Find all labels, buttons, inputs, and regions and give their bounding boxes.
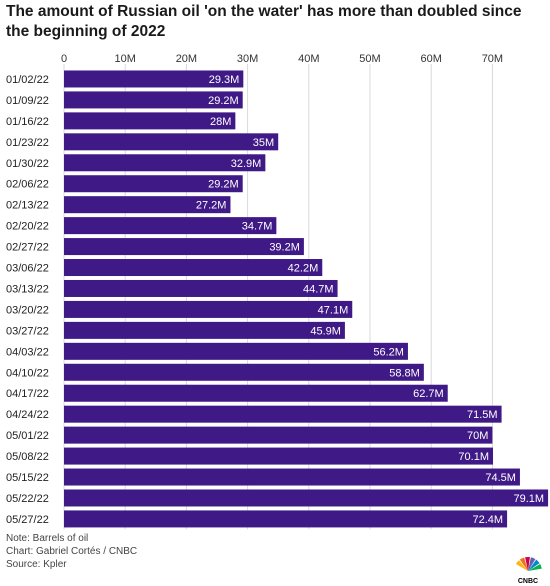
category-label: 05/15/22	[6, 472, 49, 484]
value-label: 42.2M	[288, 263, 319, 275]
x-tick-label: 60M	[420, 53, 441, 65]
bar	[64, 447, 494, 465]
category-label: 02/06/22	[6, 179, 49, 191]
category-label: 01/23/22	[6, 137, 49, 149]
bar	[64, 384, 448, 402]
x-tick-label: 10M	[114, 53, 135, 65]
value-label: 27.2M	[196, 200, 227, 212]
bar	[64, 489, 549, 507]
bar	[64, 238, 304, 256]
value-label: 58.8M	[389, 367, 420, 379]
value-label: 34.7M	[242, 221, 273, 233]
value-label: 70M	[467, 430, 488, 442]
note-text: Note: Barrels of oil	[6, 533, 89, 544]
bar	[64, 217, 277, 235]
bar	[64, 154, 266, 172]
category-label: 04/17/22	[6, 388, 49, 400]
value-label: 29.2M	[208, 95, 239, 107]
value-label: 35M	[253, 137, 274, 149]
category-label: 01/02/22	[6, 74, 49, 86]
value-label: 79.1M	[514, 493, 545, 505]
value-label: 71.5M	[467, 409, 498, 421]
bar	[64, 468, 520, 486]
x-tick-label: 30M	[237, 53, 258, 65]
x-tick-label: 20M	[176, 53, 197, 65]
value-label: 32.9M	[231, 158, 262, 170]
bar	[64, 321, 345, 339]
bar	[64, 70, 244, 88]
category-label: 01/16/22	[6, 116, 49, 128]
category-label: 03/06/22	[6, 263, 49, 275]
source-text: Source: Kpler	[6, 559, 67, 570]
cnbc-peacock-icon	[515, 557, 542, 571]
logo-text: CNBC	[518, 578, 538, 585]
value-label: 72.4M	[473, 514, 504, 526]
peacock-feather	[528, 559, 540, 571]
value-label: 44.7M	[303, 283, 334, 295]
value-label: 29.3M	[209, 74, 240, 86]
value-label: 45.9M	[310, 325, 341, 337]
x-tick-label: 0	[61, 53, 67, 65]
category-label: 01/09/22	[6, 95, 49, 107]
bar	[64, 405, 502, 423]
chart-title: The amount of Russian oil 'on the water'…	[6, 3, 522, 40]
peacock-feather	[528, 557, 536, 571]
category-label: 03/27/22	[6, 325, 49, 337]
category-label: 03/20/22	[6, 304, 49, 316]
value-label: 74.5M	[485, 472, 516, 484]
peacock-feather	[515, 560, 528, 571]
bar	[64, 510, 508, 528]
x-tick-label: 70M	[482, 53, 503, 65]
bar	[64, 426, 493, 444]
value-label: 28M	[210, 116, 231, 128]
category-label: 02/20/22	[6, 221, 49, 233]
category-label: 02/13/22	[6, 200, 49, 212]
category-label: 04/24/22	[6, 409, 49, 421]
category-label: 01/30/22	[6, 158, 49, 170]
value-label: 29.2M	[208, 179, 239, 191]
value-label: 39.2M	[269, 242, 300, 254]
category-label: 04/10/22	[6, 367, 49, 379]
category-label: 05/22/22	[6, 493, 49, 505]
value-label: 56.2M	[373, 346, 404, 358]
value-label: 62.7M	[413, 388, 444, 400]
category-label: 03/13/22	[6, 283, 49, 295]
value-label: 47.1M	[318, 304, 349, 316]
bar	[64, 342, 408, 360]
x-tick-label: 50M	[359, 53, 380, 65]
bar	[64, 363, 424, 381]
bar	[64, 259, 323, 277]
peacock-feather	[519, 557, 528, 571]
bar	[64, 91, 243, 109]
category-label: 04/03/22	[6, 346, 49, 358]
credit-text: Chart: Gabriel Cortés / CNBC	[6, 546, 138, 557]
peacock-feather	[525, 557, 530, 571]
bar	[64, 196, 231, 214]
category-label: 05/27/22	[6, 514, 49, 526]
bar	[64, 300, 353, 318]
bar	[64, 112, 236, 130]
bar	[64, 133, 279, 151]
bar	[64, 279, 338, 297]
category-label: 05/08/22	[6, 451, 49, 463]
bar	[64, 175, 243, 193]
value-label: 70.1M	[458, 451, 489, 463]
cnbc-logo: CNBC	[515, 557, 542, 585]
category-label: 02/27/22	[6, 242, 49, 254]
chart-footer: Note: Barrels of oil Chart: Gabriel Cort…	[6, 532, 137, 571]
peacock-feather	[528, 564, 542, 571]
category-label: 05/01/22	[6, 430, 49, 442]
x-tick-label: 40M	[298, 53, 319, 65]
